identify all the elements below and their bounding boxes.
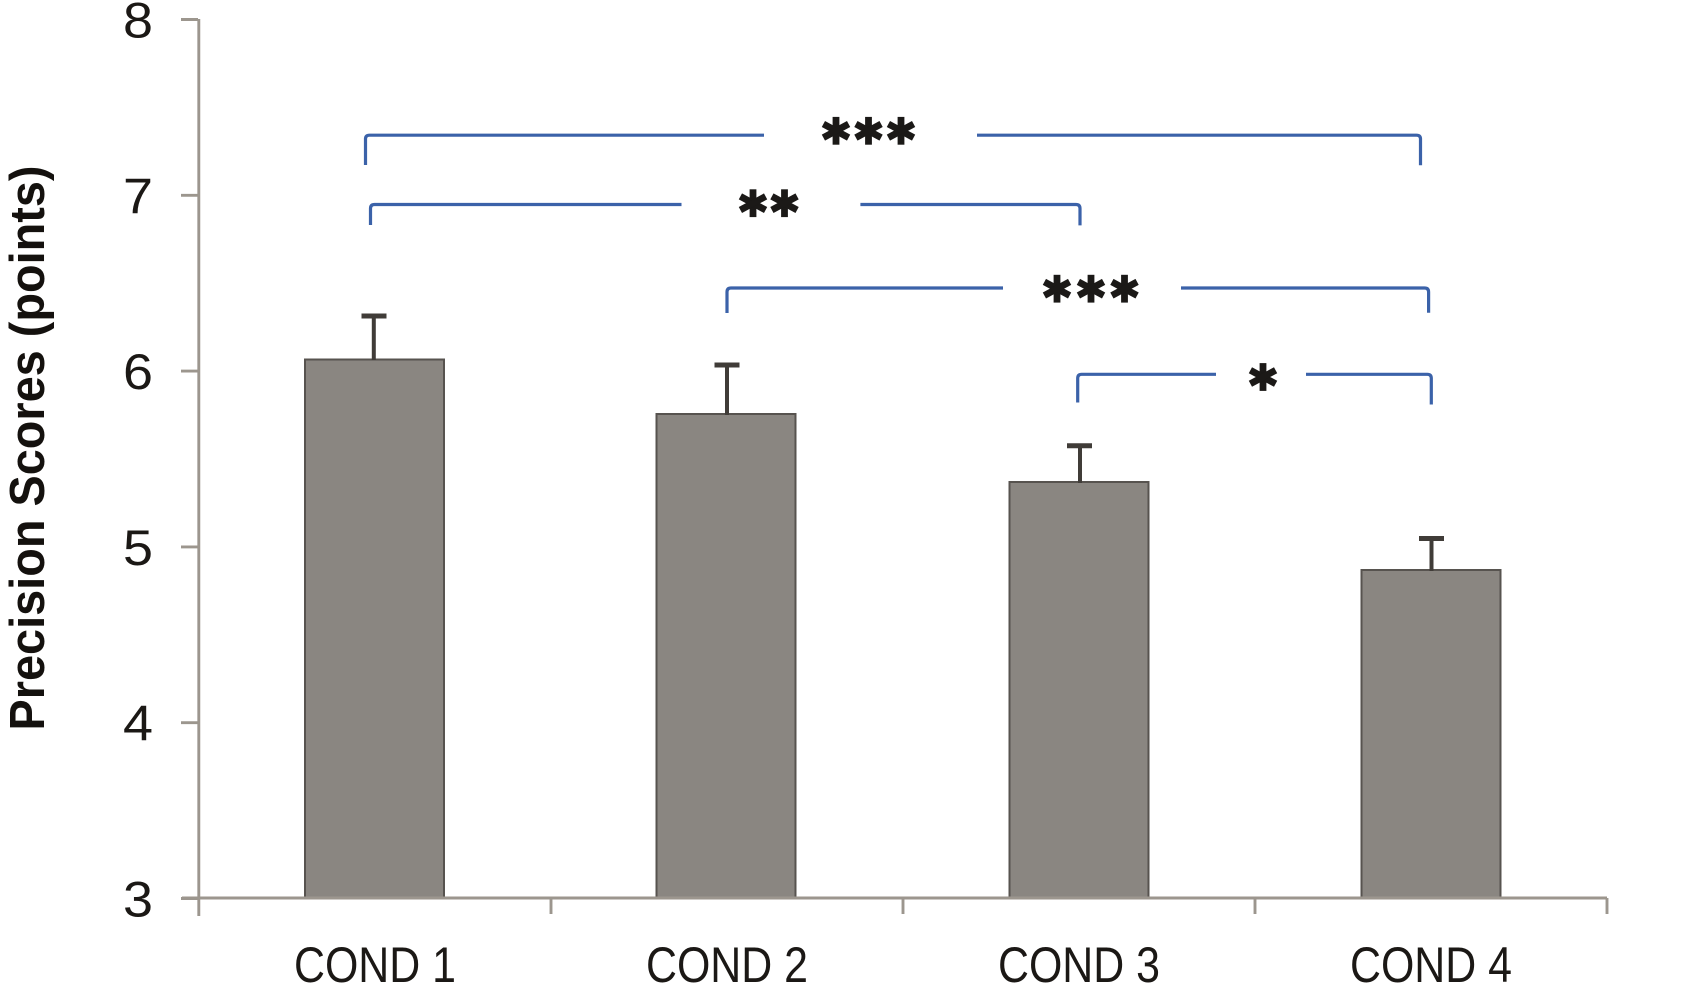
svg-text:6: 6 bbox=[123, 344, 153, 400]
svg-text:3: 3 bbox=[123, 872, 153, 928]
svg-text:7: 7 bbox=[123, 168, 153, 224]
svg-text:5: 5 bbox=[123, 520, 153, 576]
svg-text:Precision Scores (points): Precision Scores (points) bbox=[1, 166, 55, 731]
svg-text:COND 2: COND 2 bbox=[646, 937, 808, 987]
svg-text:COND 1: COND 1 bbox=[294, 937, 456, 987]
svg-text:COND 4: COND 4 bbox=[1350, 937, 1512, 987]
svg-text:8: 8 bbox=[123, 0, 153, 49]
svg-text:COND 3: COND 3 bbox=[998, 937, 1160, 987]
svg-text:4: 4 bbox=[123, 696, 153, 752]
